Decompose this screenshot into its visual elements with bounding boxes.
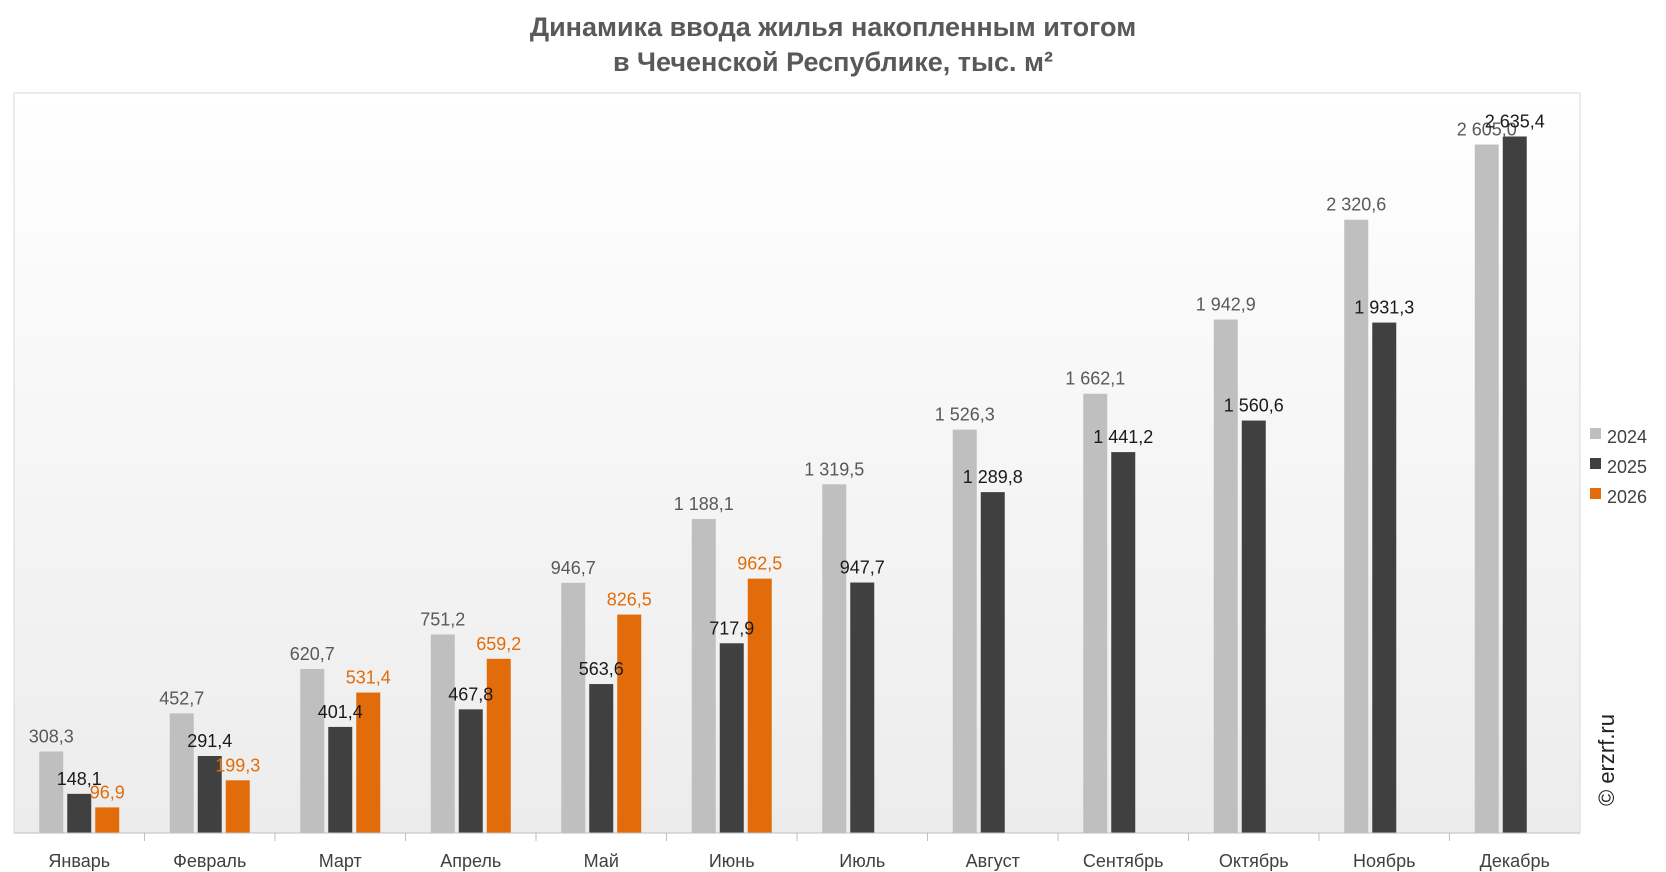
value-label-2024-10: 1 942,9: [1196, 295, 1256, 315]
value-label-2026-6: 962,5: [737, 554, 782, 574]
value-label-2026-4: 659,2: [476, 634, 521, 654]
bar-2025-9: [1111, 452, 1136, 833]
value-label-2025-4: 467,8: [448, 684, 493, 704]
bar-2025-11: [1372, 322, 1397, 833]
legend-label-2026: 2026: [1607, 487, 1647, 507]
bar-2024-6: [691, 519, 716, 833]
bar-2024-1: [39, 751, 64, 833]
value-label-2025-8: 1 289,8: [963, 467, 1023, 487]
value-label-2024-5: 946,7: [551, 558, 596, 578]
legend: 2024 2025 2026: [1590, 427, 1647, 507]
value-label-2024-6: 1 188,1: [674, 494, 734, 514]
bar-2024-12: [1474, 144, 1499, 834]
bar-2025-1: [67, 793, 92, 833]
x-tick-label-5: Май: [584, 851, 619, 871]
chart-title: Динамика ввода жилья накопленным итогом: [529, 12, 1137, 42]
bar-2024-2: [169, 713, 194, 833]
value-label-2025-7: 947,7: [840, 558, 885, 578]
bar-2026-6: [747, 578, 772, 833]
bar-2026-4: [486, 658, 511, 833]
value-label-2026-2: 199,3: [215, 755, 260, 775]
legend-label-2025: 2025: [1607, 457, 1647, 477]
bar-2026-3: [356, 692, 381, 833]
bar-2025-12: [1502, 136, 1527, 833]
x-tick-label-4: Апрель: [440, 851, 501, 871]
value-label-2025-5: 563,6: [579, 659, 624, 679]
x-tick-label-9: Сентябрь: [1083, 851, 1164, 871]
bar-2024-11: [1344, 219, 1369, 833]
value-label-2024-1: 308,3: [29, 727, 74, 747]
value-label-2024-12: 2 605,0: [1457, 120, 1517, 140]
value-label-2025-12: 2 635,4: [1485, 112, 1545, 132]
bar-2026-2: [225, 780, 250, 833]
bar-2025-6: [719, 643, 744, 833]
x-tick-label-12: Декабрь: [1480, 851, 1550, 871]
bar-2026-5: [617, 614, 642, 833]
value-label-2025-6: 717,9: [709, 618, 754, 638]
value-label-2024-4: 751,2: [420, 609, 465, 629]
value-label-2024-9: 1 662,1: [1065, 369, 1125, 389]
legend-swatch-2024: [1590, 428, 1601, 439]
value-label-2024-3: 620,7: [290, 644, 335, 664]
watermark: © erzrf.ru: [1594, 714, 1619, 806]
value-label-2026-3: 531,4: [346, 668, 391, 688]
value-label-2025-9: 1 441,2: [1093, 427, 1153, 447]
chart-subtitle: в Чеченской Республике, тыс. м²: [612, 47, 1054, 77]
bar-2024-9: [1083, 393, 1108, 833]
value-label-2026-1: 96,9: [90, 782, 125, 802]
bar-2025-8: [980, 492, 1005, 833]
value-label-2024-8: 1 526,3: [935, 405, 995, 425]
value-label-2025-3: 401,4: [318, 702, 363, 722]
x-tick-label-10: Октябрь: [1219, 851, 1289, 871]
bar-2025-3: [328, 726, 353, 833]
bar-2024-8: [952, 429, 977, 833]
value-label-2025-11: 1 931,3: [1354, 298, 1414, 318]
legend-swatch-2025: [1590, 458, 1601, 469]
bar-2025-10: [1241, 420, 1266, 833]
bar-2026-1: [95, 807, 120, 833]
value-label-2025-1: 148,1: [57, 769, 102, 789]
x-axis: Январь Февраль Март Апрель Май Июнь Июль Август…: [14, 832, 1580, 871]
value-label-2024-2: 452,7: [159, 688, 204, 708]
bar-2024-7: [822, 484, 847, 833]
bar-2024-5: [561, 582, 586, 833]
x-tick-label-3: Март: [319, 851, 362, 871]
x-tick-label-2: Февраль: [173, 851, 246, 871]
bars-group: [39, 136, 1527, 834]
chart-title-block: Динамика ввода жилья накопленным итогом …: [0, 10, 1666, 80]
value-labels-group: 308,3 148,196,9 452,7 291,4 199,3 620,7 401,4 5…: [29, 112, 1545, 803]
x-tick-label-11: Ноябрь: [1353, 851, 1415, 871]
value-label-2024-7: 1 319,5: [804, 459, 864, 479]
x-tick-label-1: Январь: [48, 851, 110, 871]
bar-2025-4: [458, 709, 483, 833]
value-label-2025-10: 1 560,6: [1224, 396, 1284, 416]
x-tick-label-8: Август: [966, 851, 1020, 871]
value-label-2025-2: 291,4: [187, 731, 232, 751]
bar-2024-3: [300, 668, 325, 833]
bar-2024-10: [1213, 319, 1238, 833]
bar-2025-7: [850, 582, 875, 833]
bar-2025-2: [197, 755, 222, 833]
value-label-2024-11: 2 320,6: [1326, 195, 1386, 215]
bar-2025-5: [589, 684, 614, 833]
legend-label-2024: 2024: [1607, 427, 1647, 447]
value-label-2026-5: 826,5: [607, 590, 652, 610]
x-tick-label-7: Июль: [839, 851, 885, 871]
x-tick-label-6: Июнь: [709, 851, 755, 871]
legend-swatch-2026: [1590, 488, 1601, 499]
plot-area: [13, 92, 1581, 834]
bar-2024-4: [430, 634, 455, 833]
